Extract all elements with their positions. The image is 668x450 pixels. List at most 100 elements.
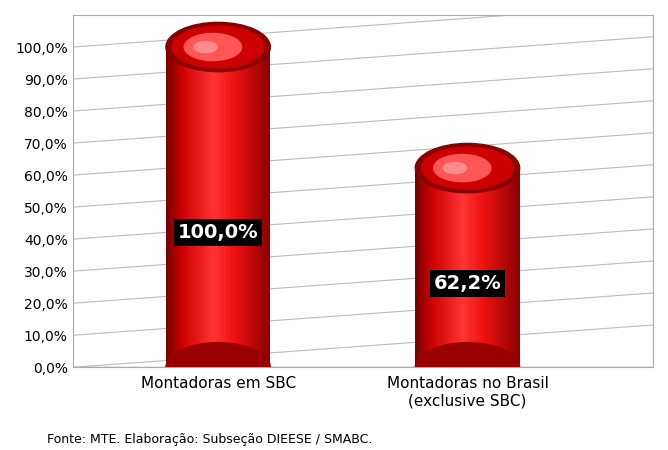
Bar <box>512 168 513 367</box>
Text: Fonte: MTE. Elaboração: Subseção DIEESE / SMABC.: Fonte: MTE. Elaboração: Subseção DIEESE … <box>47 432 372 446</box>
Bar <box>468 168 469 367</box>
Bar <box>472 168 473 367</box>
Bar <box>190 47 191 367</box>
Ellipse shape <box>166 22 271 72</box>
Bar <box>415 168 417 367</box>
Bar <box>261 47 263 367</box>
Ellipse shape <box>172 26 264 68</box>
Bar <box>462 168 464 367</box>
Bar <box>478 168 479 367</box>
Bar <box>193 47 194 367</box>
Bar <box>180 47 182 367</box>
Bar <box>487 168 488 367</box>
Bar <box>417 168 418 367</box>
Bar <box>490 168 491 367</box>
Bar <box>247 47 248 367</box>
Bar <box>259 47 260 367</box>
Bar <box>209 47 210 367</box>
Bar <box>499 168 500 367</box>
Bar <box>231 47 232 367</box>
Bar <box>214 47 216 367</box>
Bar <box>494 168 495 367</box>
Ellipse shape <box>415 342 520 392</box>
Bar <box>470 168 472 367</box>
Bar <box>213 47 214 367</box>
Bar <box>186 47 187 367</box>
Bar <box>246 47 247 367</box>
Bar <box>174 47 175 367</box>
Bar <box>480 168 482 367</box>
Bar <box>483 168 484 367</box>
Bar <box>428 168 430 367</box>
Bar <box>208 47 209 367</box>
Bar <box>167 47 168 367</box>
Bar <box>263 47 264 367</box>
Bar <box>435 168 436 367</box>
Bar <box>168 47 170 367</box>
Bar <box>248 47 249 367</box>
Bar <box>212 47 213 367</box>
Bar <box>255 47 256 367</box>
Bar <box>222 47 223 367</box>
Bar <box>454 168 456 367</box>
Bar <box>464 168 465 367</box>
Bar <box>249 47 250 367</box>
Bar <box>240 47 242 367</box>
Bar <box>171 47 172 367</box>
Bar <box>242 47 243 367</box>
Bar <box>438 168 439 367</box>
Ellipse shape <box>444 162 466 174</box>
Bar <box>202 47 204 367</box>
Bar <box>442 168 443 367</box>
Bar <box>456 168 457 367</box>
Bar <box>449 168 450 367</box>
Ellipse shape <box>434 154 491 182</box>
Bar <box>204 47 205 367</box>
Bar <box>227 47 228 367</box>
Bar <box>166 47 167 367</box>
Bar <box>192 47 193 367</box>
Bar <box>466 168 468 367</box>
Bar <box>239 47 240 367</box>
Bar <box>450 168 452 367</box>
Bar <box>170 47 171 367</box>
Bar <box>457 168 458 367</box>
Bar <box>491 168 492 367</box>
Bar <box>439 168 440 367</box>
Ellipse shape <box>184 33 242 61</box>
Bar <box>216 47 217 367</box>
Bar <box>201 47 202 367</box>
Bar <box>508 168 509 367</box>
Bar <box>256 47 257 367</box>
Bar <box>446 168 447 367</box>
Bar <box>430 168 431 367</box>
Bar <box>436 168 438 367</box>
Bar <box>267 47 268 367</box>
Bar <box>517 168 518 367</box>
Bar <box>432 168 434 367</box>
Bar <box>243 47 244 367</box>
Bar <box>179 47 180 367</box>
Ellipse shape <box>415 144 520 193</box>
Bar <box>506 168 508 367</box>
Bar <box>434 168 435 367</box>
Bar <box>465 168 466 367</box>
Bar <box>518 168 520 367</box>
Bar <box>260 47 261 367</box>
Bar <box>205 47 206 367</box>
Bar <box>504 168 505 367</box>
Bar <box>505 168 506 367</box>
Bar <box>443 168 444 367</box>
Bar <box>492 168 494 367</box>
Bar <box>234 47 235 367</box>
Bar <box>206 47 208 367</box>
Bar <box>224 47 226 367</box>
Bar <box>514 168 516 367</box>
Bar <box>172 47 174 367</box>
Bar <box>236 47 238 367</box>
Bar <box>182 47 183 367</box>
Bar <box>194 47 196 367</box>
Bar <box>218 47 220 367</box>
Bar <box>269 47 271 367</box>
Bar <box>498 168 499 367</box>
